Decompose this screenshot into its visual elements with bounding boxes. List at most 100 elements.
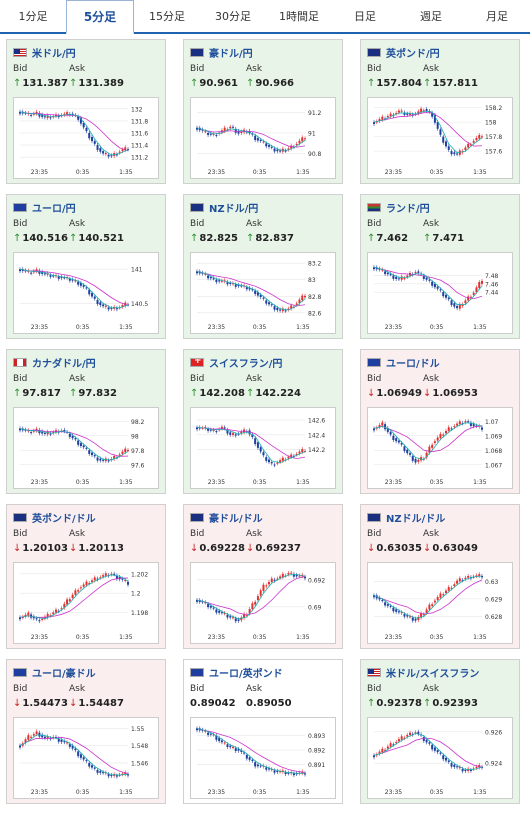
mini-chart[interactable]: 83.2 83 82.8 82.6 23:35 0:35 1:35 — [190, 252, 336, 334]
candle-body — [201, 729, 204, 731]
chart-svg: 0.692 0.69 23:35 0:35 1:35 — [196, 570, 325, 641]
candle-body — [240, 431, 243, 434]
x-tick-label: 1:35 — [119, 169, 133, 176]
pair-title[interactable]: NZドル/ドル — [367, 510, 445, 525]
pair-title[interactable]: 米ドル/円 — [13, 45, 76, 60]
pair-title[interactable]: ユーロ/円 — [13, 200, 76, 215]
pair-title[interactable]: 英ポンド/ドル — [13, 510, 96, 525]
mini-chart[interactable]: 0.893 0.892 0.891 23:35 0:35 1:35 — [190, 717, 336, 799]
currency-card[interactable]: NZドル/ドル Bid Ask ↓0.63035 ↓0.63049 0.63 0.629 0.… — [360, 504, 520, 649]
tab-6[interactable]: 週足 — [420, 10, 442, 23]
pair-name[interactable]: 英ポンド/ドル — [32, 514, 96, 525]
currency-card[interactable]: ユーロ/円 Bid Ask ↑140.516 ↑140.521 141 140.5 23:35… — [6, 194, 166, 339]
tab-3[interactable]: 30分足 — [215, 10, 251, 23]
mini-chart[interactable]: 1.07 1.069 1.068 1.067 23:35 0:35 1:35 — [367, 407, 513, 489]
currency-card[interactable]: ランド/円 Bid Ask ↑7.462 ↑7.471 7.48 7.46 7.44 23:35… — [360, 194, 520, 339]
tab-7[interactable]: 月足 — [486, 10, 508, 23]
arrow-up-icon: ↑ — [190, 233, 199, 244]
candle-body — [121, 149, 124, 152]
arrow-up-icon: ↑ — [367, 698, 376, 709]
pair-title[interactable]: カナダドル/円 — [13, 355, 96, 370]
tab-1[interactable]: 5分足 — [66, 0, 134, 34]
pair-name[interactable]: 米ドル/スイスフラン — [386, 669, 480, 680]
pair-title[interactable]: NZドル/円 — [190, 200, 258, 215]
mini-chart[interactable]: 0.926 0.924 23:35 0:35 1:35 — [367, 717, 513, 799]
currency-card[interactable]: 豪ドル/ドル Bid Ask ↓0.69228 ↓0.69237 0.692 0.69 23:… — [183, 504, 343, 649]
currency-card[interactable]: 米ドル/スイスフラン Bid Ask ↑0.92378 ↑0.92393 0.926 0.9… — [360, 659, 520, 804]
currency-card[interactable]: 豪ドル/円 Bid Ask ↑90.961 ↑90.966 91.2 91 90.8 23:35… — [183, 39, 343, 184]
pair-name[interactable]: 英ポンド/円 — [386, 49, 440, 60]
currency-card[interactable]: NZドル/円 Bid Ask ↑82.825 ↑82.837 83.2 83 82.8 82.6… — [183, 194, 343, 339]
candle-body — [66, 742, 69, 744]
pair-name[interactable]: ユーロ/ドル — [386, 359, 440, 370]
mini-chart[interactable]: 0.692 0.69 23:35 0:35 1:35 — [190, 562, 336, 644]
mini-chart[interactable]: 142.6 142.4 142.2 23:35 0:35 1:35 — [190, 407, 336, 489]
currency-card[interactable]: ユーロ/ドル Bid Ask ↓1.06949 ↓1.06953 1.07 1.069 1.0… — [360, 349, 520, 494]
pair-title[interactable]: 豪ドル/ドル — [190, 510, 263, 525]
candle-body — [400, 736, 403, 740]
currency-card[interactable]: カナダドル/円 Bid Ask ↑97.817 ↑97.832 98.2 98 97.8 97.… — [6, 349, 166, 494]
pair-name[interactable]: カナダドル/円 — [32, 359, 96, 370]
candle-body — [237, 749, 240, 751]
candle-body — [378, 424, 381, 428]
arrow-down-icon: ↓ — [367, 543, 376, 554]
pair-name[interactable]: NZドル/ドル — [386, 514, 446, 525]
candle-body — [32, 616, 35, 619]
y-tick-label: 141 — [131, 267, 143, 274]
currency-card[interactable]: 米ドル/円 Bid Ask ↑131.387 ↑131.389 132 131.8 131.6… — [6, 39, 166, 184]
pair-title[interactable]: ユーロ/ドル — [367, 355, 440, 370]
currency-card[interactable]: 英ポンド/ドル Bid Ask ↓1.20103 ↓1.20113 1.202 1.2 1.1… — [6, 504, 166, 649]
x-tick-label: 1:35 — [473, 789, 487, 796]
tab-2[interactable]: 15分足 — [149, 10, 185, 23]
y-tick-label: 83 — [308, 277, 316, 284]
candle-body — [82, 122, 85, 128]
pair-name[interactable]: 米ドル/円 — [32, 49, 76, 60]
pair-title[interactable]: 米ドル/スイスフラン — [367, 665, 479, 680]
pair-name[interactable]: ユーロ/英ポンド — [209, 669, 283, 680]
pair-name[interactable]: NZドル/円 — [209, 204, 259, 215]
currency-card[interactable]: ユーロ/英ポンド Bid Ask 0.89042 0.89050 0.893 0.892 0.… — [183, 659, 343, 804]
bid-value: ↑131.387 — [13, 78, 68, 89]
pair-title[interactable]: 英ポンド/円 — [367, 45, 440, 60]
currency-card[interactable]: + スイスフラン/円 Bid Ask ↑142.208 ↑142.224 142.6 142.… — [183, 349, 343, 494]
mini-chart[interactable]: 158.2 158 157.8 157.6 23:35 0:35 1:35 — [367, 97, 513, 179]
mini-chart[interactable]: 98.2 98 97.8 97.6 23:35 0:35 1:35 — [13, 407, 159, 489]
currency-card[interactable]: ユーロ/豪ドル Bid Ask ↓1.54473 ↓1.54487 1.55 1.548 1.… — [6, 659, 166, 804]
candle-body — [79, 587, 82, 589]
pair-title[interactable]: ユーロ/英ポンド — [190, 665, 283, 680]
pair-name[interactable]: ユーロ/豪ドル — [32, 669, 96, 680]
candle-body — [209, 133, 212, 135]
mini-chart[interactable]: 1.202 1.2 1.198 23:35 0:35 1:35 — [13, 562, 159, 644]
pair-name[interactable]: 豪ドル/ドル — [209, 514, 263, 525]
x-tick-label: 23:35 — [31, 479, 48, 486]
pair-name[interactable]: ランド/円 — [386, 204, 430, 215]
tab-5[interactable]: 日足 — [354, 10, 376, 23]
mini-chart[interactable]: 0.63 0.629 0.628 23:35 0:35 1:35 — [367, 562, 513, 644]
x-tick-label: 0:35 — [430, 479, 444, 486]
mini-chart[interactable]: 7.48 7.46 7.44 23:35 0:35 1:35 — [367, 252, 513, 334]
tab-4[interactable]: 1時間足 — [279, 10, 319, 23]
candle-body — [403, 737, 406, 739]
candle-body — [46, 273, 49, 275]
pair-name[interactable]: ユーロ/円 — [32, 204, 76, 215]
candle-body — [265, 767, 268, 770]
candle-body — [196, 728, 198, 731]
mini-chart[interactable]: 141 140.5 23:35 0:35 1:35 — [13, 252, 159, 334]
pair-title[interactable]: 豪ドル/円 — [190, 45, 253, 60]
pair-title[interactable]: ランド/円 — [367, 200, 430, 215]
mini-chart[interactable]: 1.55 1.548 1.546 23:35 0:35 1:35 — [13, 717, 159, 799]
pair-title[interactable]: ユーロ/豪ドル — [13, 665, 96, 680]
pair-name[interactable]: スイスフラン/円 — [209, 359, 283, 370]
pair-name[interactable]: 豪ドル/円 — [209, 49, 253, 60]
candle-body — [243, 752, 246, 754]
pair-title[interactable]: + スイスフラン/円 — [190, 355, 282, 370]
candle-body — [273, 770, 276, 773]
ask-value: ↑82.837 — [246, 233, 294, 244]
candle-body — [245, 754, 248, 759]
tab-0[interactable]: 1分足 — [18, 10, 48, 23]
mini-chart[interactable]: 91.2 91 90.8 23:35 0:35 1:35 — [190, 97, 336, 179]
candle-body — [384, 749, 387, 751]
mini-chart[interactable]: 132 131.8 131.6 131.4 131.2 23:35 0:35 1:35 — [13, 97, 159, 179]
currency-card[interactable]: 英ポンド/円 Bid Ask ↑157.804 ↑157.811 158.2 158 157.… — [360, 39, 520, 184]
candle-body — [464, 300, 467, 304]
